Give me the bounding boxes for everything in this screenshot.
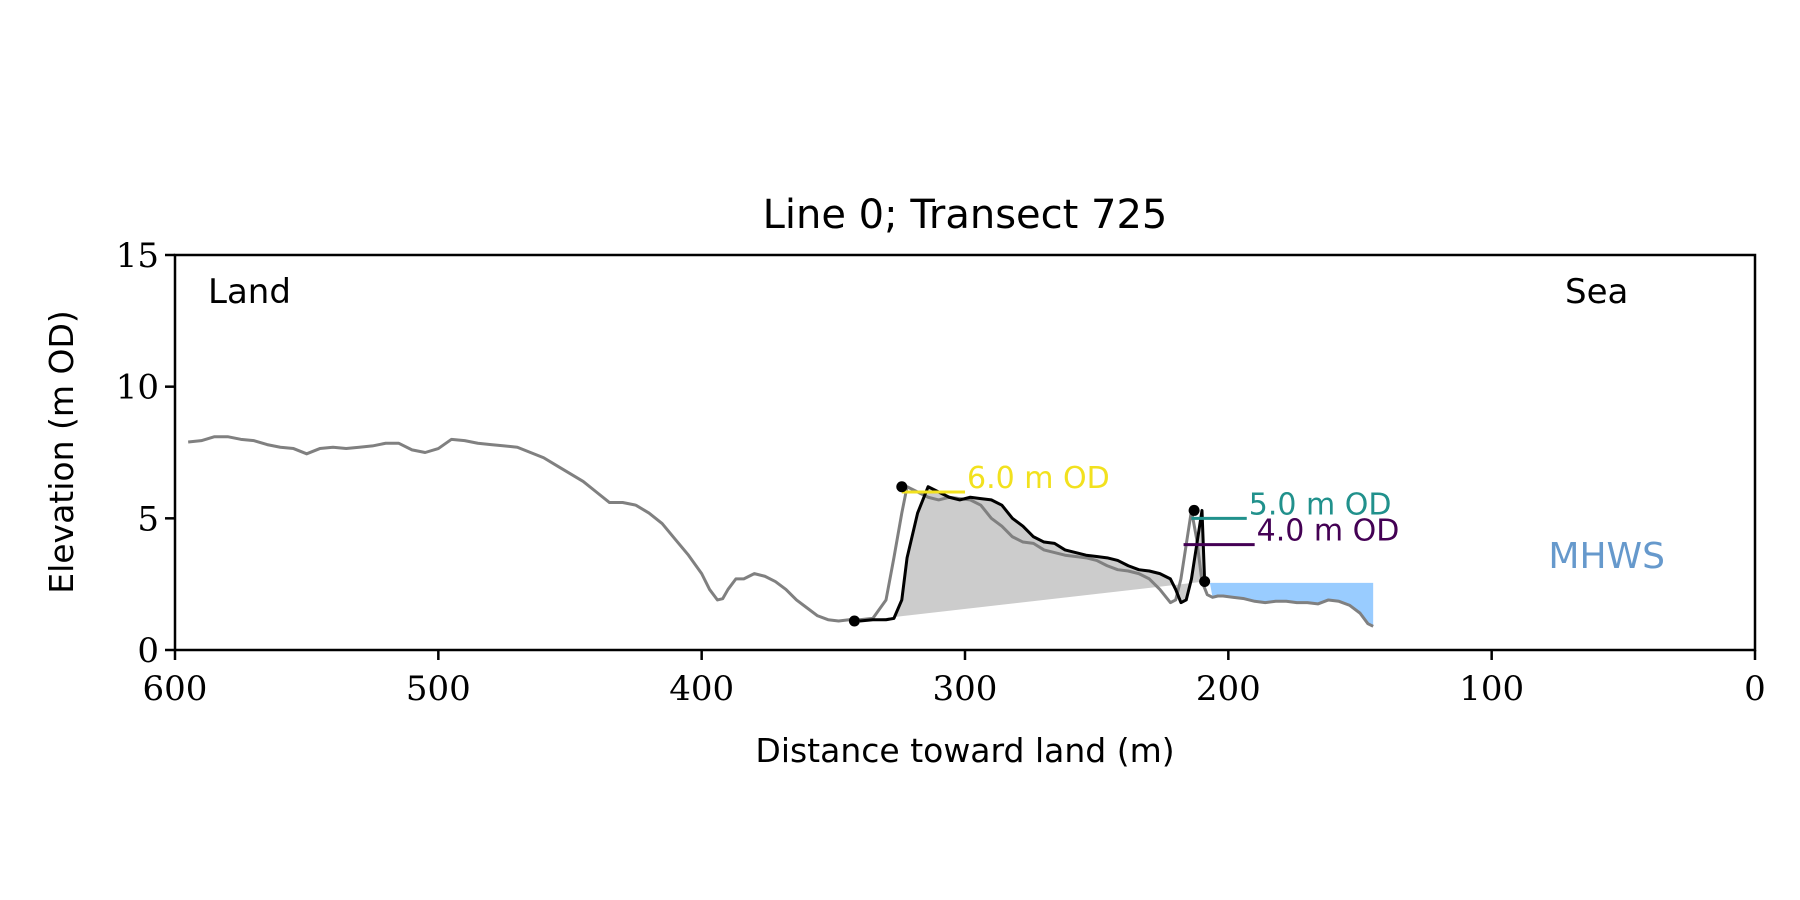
level-label-0: 6.0 m OD xyxy=(967,461,1110,496)
x-axis-label: Distance toward land (m) xyxy=(755,731,1174,770)
chart-title: Line 0; Transect 725 xyxy=(763,192,1168,238)
y-tick-label-1: 5 xyxy=(137,499,159,539)
profile-line xyxy=(188,435,1374,628)
x-tick-label-0: 600 xyxy=(143,669,208,709)
x-tick-label-3: 300 xyxy=(933,669,998,709)
key-point-1 xyxy=(896,481,908,493)
key-point-3 xyxy=(1199,576,1211,588)
mhws-water-fill xyxy=(1209,582,1374,627)
x-tick-label-5: 100 xyxy=(1459,669,1524,709)
level-label-1: 5.0 m OD xyxy=(1249,487,1392,522)
y-tick-label-3: 15 xyxy=(116,236,159,276)
key-point-2 xyxy=(1188,504,1200,516)
x-tick-label-2: 400 xyxy=(669,669,734,709)
dune-profile-line xyxy=(859,485,1207,623)
y-tick-label-0: 0 xyxy=(137,631,159,671)
x-tick-label-4: 200 xyxy=(1196,669,1261,709)
land-label: Land xyxy=(208,272,291,312)
x-tick-label-6: 0 xyxy=(1744,669,1766,709)
x-tick-label-1: 500 xyxy=(406,669,471,709)
y-axis-label: Elevation (m OD) xyxy=(42,310,81,594)
dune-volume-fill xyxy=(859,486,1205,622)
y-tick-label-2: 10 xyxy=(116,368,159,408)
key-point-0 xyxy=(848,615,860,627)
mhws-label: MHWS xyxy=(1548,536,1665,577)
level-label-2: 4.0 m OD xyxy=(1257,514,1400,549)
sea-label: Sea xyxy=(1565,272,1628,312)
